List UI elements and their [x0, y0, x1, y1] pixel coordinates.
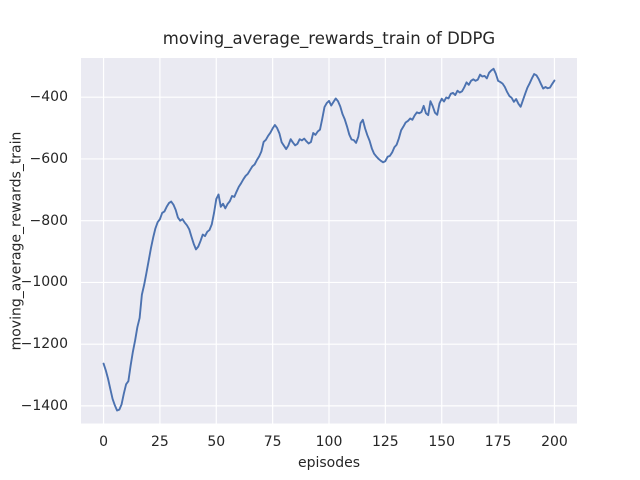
x-tick-label: 25 — [150, 434, 169, 450]
y-tick-label: −600 — [29, 150, 68, 167]
x-tick-label: 125 — [371, 434, 399, 450]
x-tick-label: 150 — [428, 434, 456, 450]
chart-title: moving_average_rewards_train of DDPG — [162, 29, 496, 48]
x-tick-label: 200 — [541, 434, 568, 450]
x-tick-label: 0 — [99, 434, 108, 450]
x-tick-label: 50 — [207, 434, 226, 450]
x-axis-label: episodes — [297, 455, 361, 471]
y-tick-label: −1200 — [20, 336, 68, 353]
x-tick-label: 175 — [484, 434, 512, 450]
y-tick-label: −1400 — [20, 397, 68, 414]
x-tick-label: 75 — [263, 434, 282, 450]
x-tick-label: 100 — [315, 434, 343, 450]
data-line — [102, 67, 556, 412]
y-tick-label: −800 — [29, 212, 68, 229]
y-tick-label: −400 — [29, 89, 68, 106]
y-axis-label: moving_average_rewards_train — [8, 131, 25, 351]
y-tick-label: −1000 — [20, 274, 68, 291]
